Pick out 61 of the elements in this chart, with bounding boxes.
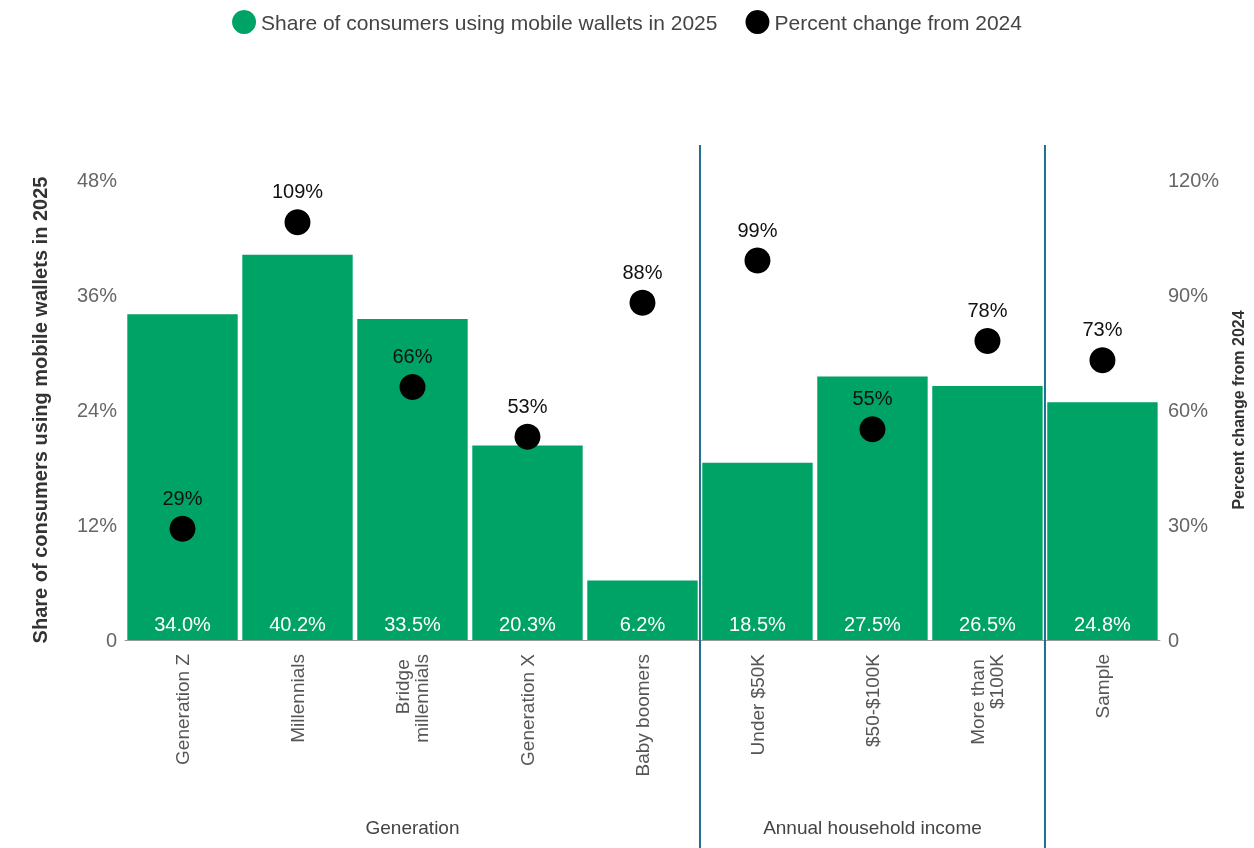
x-tick-label: More than $100K (967, 653, 1008, 745)
data-label: 6.2% (619, 613, 666, 635)
data-label: 73% (1082, 318, 1123, 341)
y-tick-label: 12% (76, 514, 118, 536)
data-label: 88% (622, 260, 663, 283)
data-label: 53% (507, 394, 548, 417)
point (974, 328, 1001, 354)
y2-tick-label: 120% (1167, 169, 1220, 191)
data-label: 29% (162, 486, 203, 509)
point (859, 416, 886, 443)
x-tick-label: $50-$100K (861, 653, 883, 747)
data-label: 33.5% (384, 613, 442, 635)
x-tick-label: Under $50K (746, 653, 768, 756)
data-label: 99% (737, 218, 778, 241)
legend-label: Share of consumers using mobile wallets in 2025 (261, 10, 718, 34)
data-label: 20.3% (499, 613, 557, 635)
y2-axis-title: Percent change from 2024 (1229, 310, 1247, 510)
y-tick-label: 0 (105, 629, 117, 651)
y2-tick-label: 90% (1167, 284, 1209, 306)
data-label: 24.8% (1074, 613, 1132, 635)
y2-tick-label: 60% (1167, 399, 1209, 421)
point (514, 423, 541, 450)
x-tick-label: Bridge millennials (392, 654, 433, 743)
y2-tick-label: 0 (1167, 629, 1180, 651)
bar (242, 254, 353, 640)
x-tick-label: Baby boomers (631, 654, 653, 777)
x-tick-label: Generation X (516, 653, 538, 766)
point (744, 247, 771, 274)
bar (357, 318, 468, 640)
y-tick-label: 48% (76, 169, 118, 191)
data-label: 18.5% (729, 613, 787, 635)
point (284, 209, 311, 236)
point (399, 374, 426, 400)
x-tick-label: Sample (1091, 654, 1113, 719)
bar (932, 386, 1043, 640)
data-label: 40.2% (269, 613, 327, 635)
data-label: 109% (271, 180, 324, 203)
bar (127, 314, 238, 640)
y-tick-label: 24% (76, 399, 118, 421)
y-axis-title: Share of consumers using mobile wallets in 2025 (29, 176, 51, 644)
point (169, 515, 196, 542)
bar (587, 580, 698, 640)
bar (1047, 402, 1158, 640)
text: Annual household income (763, 817, 982, 838)
data-label: 78% (967, 299, 1008, 321)
x-tick-label: Generation Z (172, 653, 193, 765)
data-label: 26.5% (959, 613, 1017, 635)
text: Generation (365, 817, 460, 838)
y2-tick-label: 30% (1167, 514, 1209, 536)
point (629, 289, 656, 316)
legend-label: Percent change from 2024 (774, 10, 1023, 34)
point (1089, 347, 1116, 374)
data-label: 55% (852, 387, 893, 410)
bar (817, 376, 928, 640)
y-tick-label: 36% (76, 284, 118, 306)
data-label: 34.0% (154, 613, 212, 635)
bar (472, 445, 583, 640)
data-label: 27.5% (844, 613, 902, 635)
x-tick-label: Millennials (286, 654, 308, 743)
data-label: 66% (392, 345, 433, 367)
bar (702, 462, 813, 640)
